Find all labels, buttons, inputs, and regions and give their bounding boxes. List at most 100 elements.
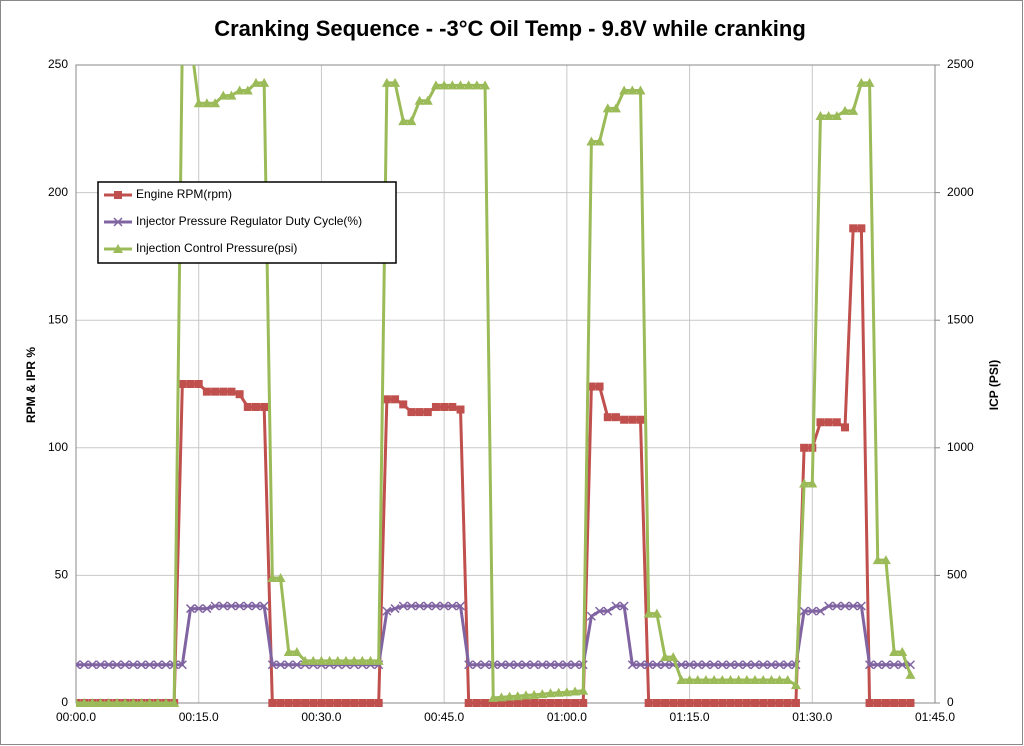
marker — [766, 660, 776, 670]
marker — [627, 660, 637, 670]
marker — [710, 699, 719, 707]
marker — [758, 675, 769, 685]
marker — [440, 402, 449, 411]
marker — [291, 646, 302, 656]
marker — [87, 660, 97, 670]
marker — [636, 415, 645, 424]
marker — [292, 699, 301, 707]
marker — [873, 660, 883, 670]
marker — [447, 80, 458, 90]
marker — [800, 443, 809, 452]
marker — [709, 660, 719, 670]
marker — [104, 660, 114, 670]
marker — [644, 699, 653, 707]
marker — [635, 660, 646, 670]
marker — [669, 699, 678, 707]
marker — [76, 698, 81, 707]
marker — [374, 699, 383, 707]
marker — [365, 655, 376, 665]
marker — [897, 646, 908, 656]
y-tick-label: 100 — [48, 440, 68, 454]
marker — [301, 699, 310, 707]
marker — [520, 690, 531, 700]
marker — [603, 606, 613, 616]
marker — [390, 604, 400, 614]
marker — [243, 402, 252, 411]
marker — [553, 687, 564, 697]
marker — [856, 601, 866, 611]
marker — [251, 601, 261, 611]
marker — [571, 699, 580, 707]
marker — [881, 699, 890, 707]
marker — [741, 675, 752, 685]
marker — [603, 413, 612, 422]
x-tick-label: 01:15.0 — [670, 710, 710, 724]
y2-tick-label: 0 — [947, 695, 954, 709]
marker — [226, 601, 236, 611]
marker — [316, 655, 327, 665]
marker — [610, 103, 621, 113]
marker — [570, 660, 580, 670]
marker — [644, 660, 654, 670]
legend-marker — [114, 191, 122, 199]
legend-marker — [113, 217, 123, 227]
marker — [889, 646, 900, 656]
marker — [579, 699, 588, 707]
marker — [849, 224, 858, 233]
marker — [357, 655, 368, 665]
marker — [341, 699, 350, 707]
marker — [324, 655, 335, 665]
marker — [464, 660, 474, 670]
marker — [381, 77, 392, 87]
marker — [611, 601, 621, 611]
marker — [775, 660, 785, 670]
marker — [676, 660, 686, 670]
marker — [587, 382, 596, 391]
y2-tick-label: 2500 — [947, 57, 974, 71]
marker — [136, 660, 146, 670]
marker — [382, 606, 392, 616]
marker — [463, 80, 474, 90]
marker — [561, 687, 572, 697]
marker — [677, 699, 686, 707]
marker — [513, 699, 522, 707]
marker — [300, 655, 311, 665]
marker — [480, 660, 490, 670]
x-tick-label: 00:00.0 — [56, 710, 96, 724]
marker — [775, 699, 784, 707]
marker — [742, 660, 752, 670]
marker — [177, 660, 187, 670]
x-tick-label: 00:15.0 — [179, 710, 219, 724]
marker — [734, 660, 744, 670]
marker — [505, 699, 514, 707]
marker — [235, 601, 245, 611]
marker — [767, 699, 776, 707]
marker — [227, 387, 236, 396]
marker — [848, 105, 859, 115]
legend-marker — [113, 244, 123, 253]
y2-tick-label: 500 — [947, 568, 967, 582]
marker — [456, 405, 465, 414]
marker — [782, 675, 793, 685]
marker — [251, 402, 260, 411]
marker — [234, 85, 245, 95]
marker — [620, 415, 629, 424]
y2-tick-label: 1000 — [947, 440, 974, 454]
marker — [340, 655, 351, 665]
marker — [628, 415, 637, 424]
marker — [873, 699, 882, 707]
marker — [807, 478, 818, 488]
marker — [602, 103, 613, 113]
marker — [529, 660, 539, 670]
marker — [709, 675, 720, 685]
marker — [906, 699, 915, 707]
marker — [455, 601, 466, 611]
marker — [865, 660, 875, 670]
legend-box — [97, 181, 397, 264]
marker — [202, 604, 212, 614]
marker — [268, 699, 277, 707]
marker — [651, 608, 662, 618]
marker — [619, 85, 630, 95]
marker — [684, 675, 695, 685]
